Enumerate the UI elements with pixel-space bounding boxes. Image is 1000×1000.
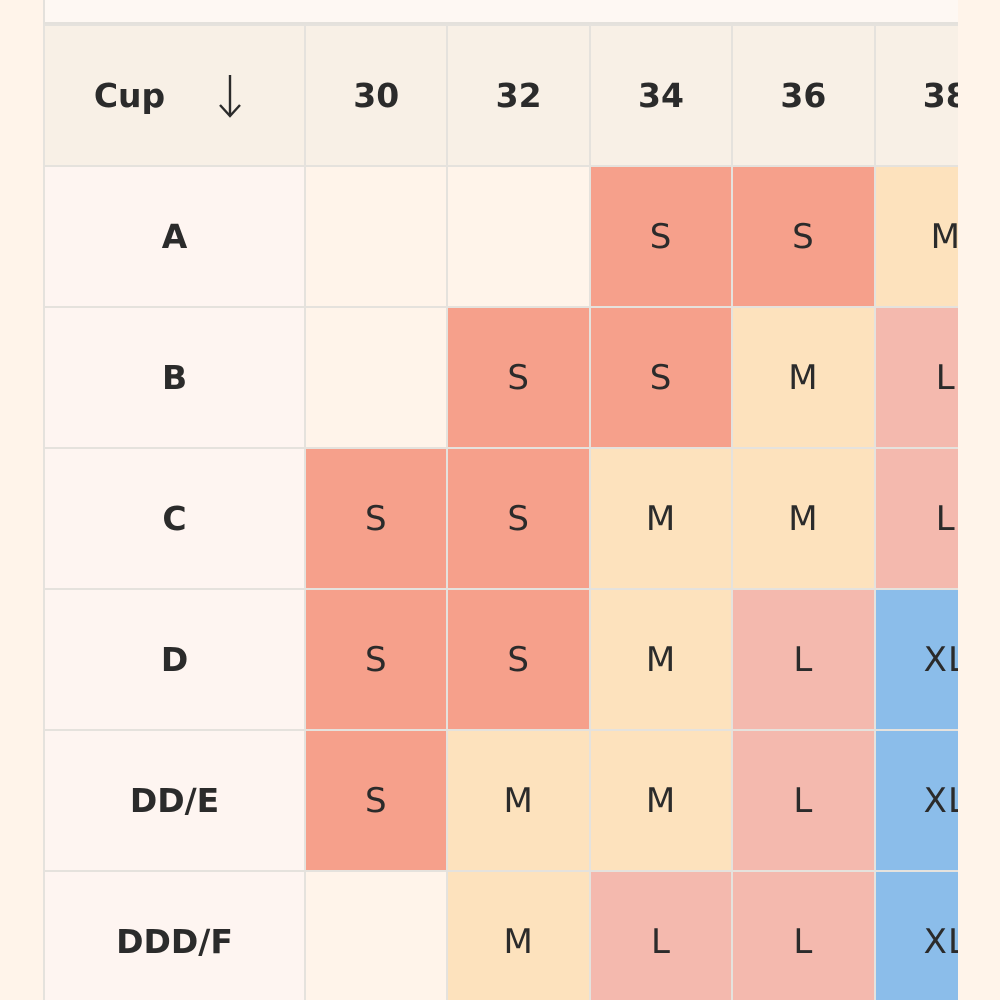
size-table: Cup 30 32 34 36 38 A <box>43 24 958 1000</box>
size-cell <box>304 870 449 1000</box>
table-row: DDD/F M L L XL <box>43 870 958 1000</box>
size-cell: S <box>304 729 449 872</box>
size-cell: L <box>873 447 958 590</box>
size-cell <box>304 306 449 449</box>
size-cell: L <box>731 588 876 731</box>
size-cell: M <box>588 447 734 590</box>
size-cell: S <box>588 165 734 308</box>
table-row: DD/E S M M L XL <box>43 729 958 872</box>
band-header-38: 38 <box>873 24 958 167</box>
cup-column-header[interactable]: Cup <box>43 24 307 167</box>
size-cell: M <box>588 729 734 872</box>
size-cell: S <box>588 306 734 449</box>
size-cell <box>446 165 591 308</box>
size-cell: S <box>446 588 591 731</box>
cup-cell: DDD/F <box>43 870 307 1000</box>
cup-header-label: Cup <box>93 76 166 115</box>
size-cell: S <box>446 306 591 449</box>
cup-cell: A <box>43 165 307 308</box>
table-row: D S S M L XL <box>43 588 958 731</box>
size-chart: Cup 30 32 34 36 38 A <box>43 24 958 1000</box>
size-cell: L <box>873 306 958 449</box>
cup-cell: D <box>43 588 307 731</box>
top-strip <box>43 0 958 24</box>
arrow-down-icon[interactable] <box>217 73 243 119</box>
cup-cell: C <box>43 447 307 590</box>
cup-cell: B <box>43 306 307 449</box>
band-header-30: 30 <box>304 24 449 167</box>
size-cell: XL <box>873 729 958 872</box>
size-cell: S <box>731 165 876 308</box>
size-cell: XL <box>873 588 958 731</box>
table-row: B S S M L <box>43 306 958 449</box>
size-cell: S <box>446 447 591 590</box>
size-cell: M <box>731 447 876 590</box>
size-cell: L <box>588 870 734 1000</box>
band-header-34: 34 <box>588 24 734 167</box>
size-cell <box>304 165 449 308</box>
size-cell: XL <box>873 870 958 1000</box>
band-header-32: 32 <box>446 24 591 167</box>
size-cell: M <box>446 729 591 872</box>
size-cell: S <box>304 447 449 590</box>
band-header-36: 36 <box>731 24 876 167</box>
size-cell: M <box>873 165 958 308</box>
size-cell: L <box>731 729 876 872</box>
header-row: Cup 30 32 34 36 38 <box>43 24 958 167</box>
cup-cell: DD/E <box>43 729 307 872</box>
size-cell: S <box>304 588 449 731</box>
size-cell: M <box>731 306 876 449</box>
size-cell: L <box>731 870 876 1000</box>
size-cell: M <box>588 588 734 731</box>
table-row: A S S M <box>43 165 958 308</box>
size-cell: M <box>446 870 591 1000</box>
table-row: C S S M M L <box>43 447 958 590</box>
